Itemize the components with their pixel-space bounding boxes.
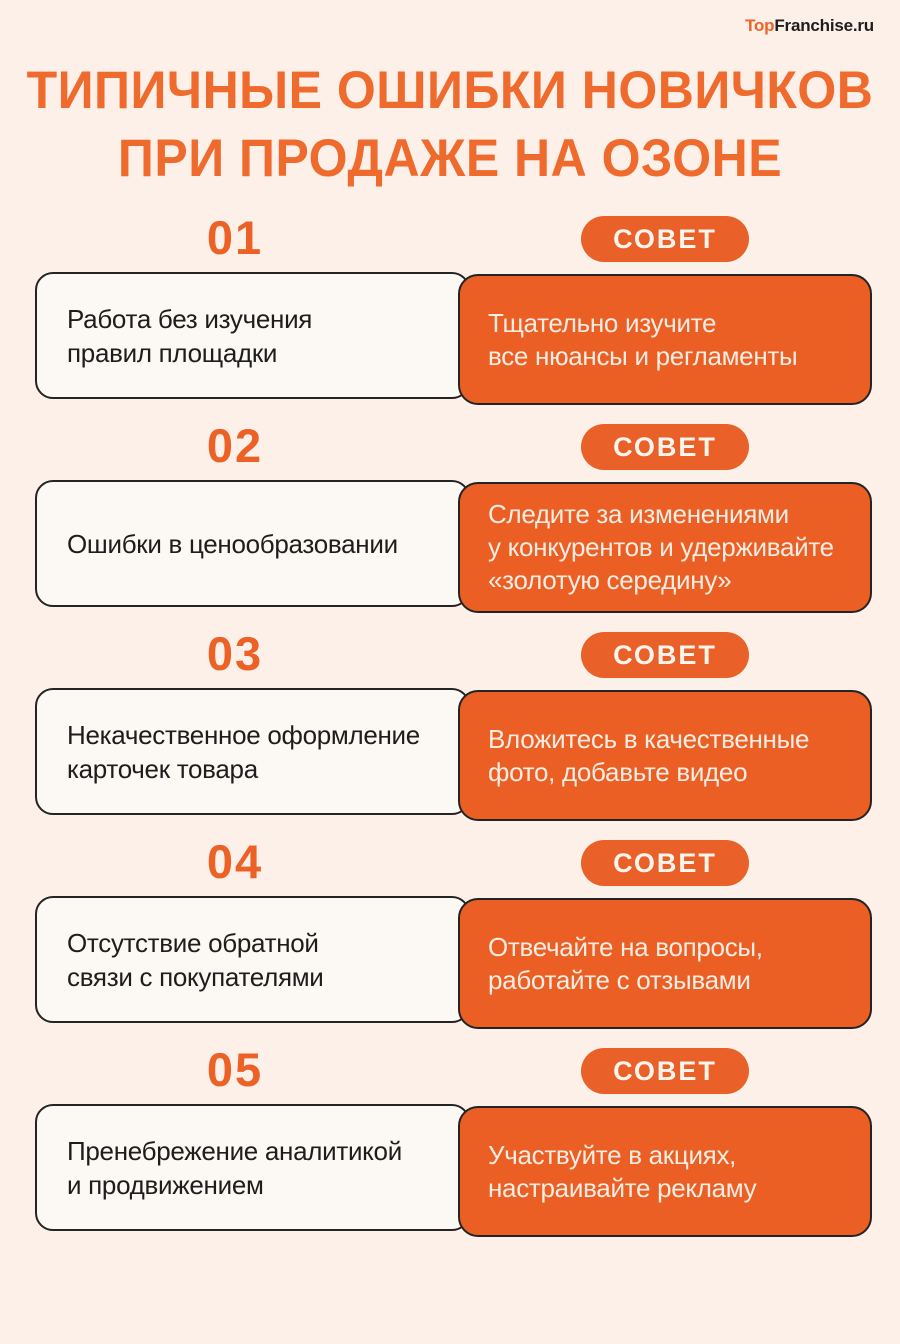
mistake-card: Некачественное оформление карточек товар…	[35, 688, 470, 815]
advice-badge-wrap: СОВЕТ	[458, 632, 872, 678]
page-title: ТИПИЧНЫЕ ОШИБКИ НОВИЧКОВ ПРИ ПРОДАЖЕ НА …	[0, 56, 900, 192]
advice-badge-wrap: СОВЕТ	[458, 216, 872, 262]
item-number: 02	[206, 419, 264, 472]
advice-card: Следите за изменениями у конкурентов и у…	[458, 482, 872, 613]
advice-text: Тщательно изучите все нюансы и регламент…	[488, 307, 798, 371]
advice-badge: СОВЕТ	[581, 840, 749, 886]
advice-badge: СОВЕТ	[581, 1048, 749, 1094]
mistake-text: Некачественное оформление карточек товар…	[67, 719, 420, 784]
mistake-card: Ошибки в ценообразовании	[35, 480, 470, 607]
item-number: 04	[206, 835, 264, 888]
page-title-line1: ТИПИЧНЫЕ ОШИБКИ НОВИЧКОВ	[26, 60, 874, 120]
mistake-text: Пренебрежение аналитикой и продвижением	[67, 1135, 402, 1200]
page-title-line2: ПРИ ПРОДАЖЕ НА ОЗОНЕ	[117, 128, 783, 188]
item-row-03: 03 СОВЕТ Некачественное оформление карто…	[0, 629, 900, 837]
advice-text: Участвуйте в акциях, настраивайте реклам…	[488, 1139, 757, 1203]
logo-prefix: Top	[745, 16, 775, 35]
advice-badge: СОВЕТ	[581, 216, 749, 262]
mistake-card: Пренебрежение аналитикой и продвижением	[35, 1104, 470, 1231]
advice-card: Тщательно изучите все нюансы и регламент…	[458, 274, 872, 405]
advice-badge: СОВЕТ	[581, 632, 749, 678]
advice-text: Отвечайте на вопросы, работайте с отзыва…	[488, 931, 763, 995]
advice-badge: СОВЕТ	[581, 424, 749, 470]
item-row-02: 02 СОВЕТ Ошибки в ценообразовании Следит…	[0, 421, 900, 629]
item-number: 05	[206, 1043, 264, 1096]
advice-badge-wrap: СОВЕТ	[458, 840, 872, 886]
advice-text: Следите за изменениями у конкурентов и у…	[488, 499, 834, 595]
logo-suffix: Franchise.ru	[774, 16, 874, 35]
advice-badge-wrap: СОВЕТ	[458, 1048, 872, 1094]
logo: TopFranchise.ru	[745, 16, 874, 36]
item-number: 03	[206, 627, 264, 680]
mistake-card: Работа без изучения правил площадки	[35, 272, 470, 399]
item-row-04: 04 СОВЕТ Отсутствие обратной связи с пок…	[0, 837, 900, 1045]
advice-text: Вложитесь в качественные фото, добавьте …	[488, 723, 810, 787]
advice-card: Отвечайте на вопросы, работайте с отзыва…	[458, 898, 872, 1029]
mistake-text: Работа без изучения правил площадки	[67, 303, 313, 368]
advice-card: Участвуйте в акциях, настраивайте реклам…	[458, 1106, 872, 1237]
advice-badge-wrap: СОВЕТ	[458, 424, 872, 470]
mistake-text: Ошибки в ценообразовании	[67, 528, 398, 559]
items-list: 01 СОВЕТ Работа без изучения правил площ…	[0, 213, 900, 1253]
item-row-05: 05 СОВЕТ Пренебрежение аналитикой и прод…	[0, 1045, 900, 1253]
mistake-card: Отсутствие обратной связи с покупателями	[35, 896, 470, 1023]
item-number: 01	[206, 211, 264, 264]
item-row-01: 01 СОВЕТ Работа без изучения правил площ…	[0, 213, 900, 421]
advice-card: Вложитесь в качественные фото, добавьте …	[458, 690, 872, 821]
mistake-text: Отсутствие обратной связи с покупателями	[67, 927, 324, 992]
